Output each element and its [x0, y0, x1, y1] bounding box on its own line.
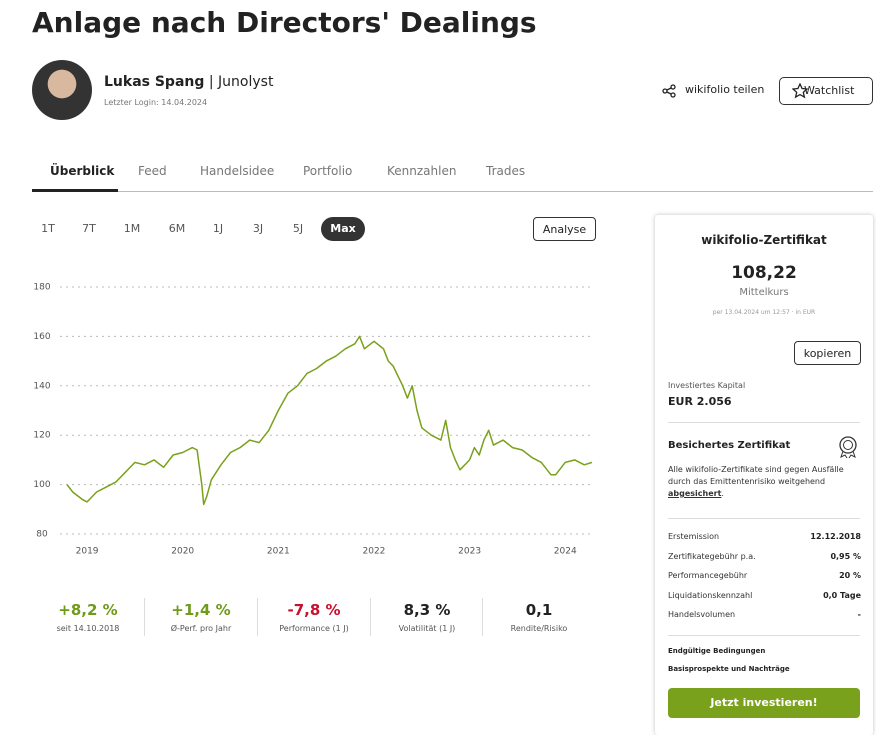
range-button[interactable]: 1T: [41, 222, 55, 235]
y-tick-label: 80: [36, 530, 48, 540]
stat-value: 0,1: [525, 601, 553, 619]
watchlist-label: Watchlist: [804, 84, 855, 97]
certificate-title: wikifolio-Zertifikat: [701, 233, 827, 247]
detail-value: -: [857, 610, 861, 619]
y-tick-label: 120: [33, 431, 50, 441]
stat-label: seit 14.10.2018: [56, 624, 120, 633]
x-tick-label: 2024: [554, 547, 577, 557]
stat-divider: [482, 598, 483, 636]
tab[interactable]: Feed: [138, 164, 167, 178]
range-button[interactable]: Max: [321, 217, 365, 241]
range-button[interactable]: 1M: [123, 222, 141, 235]
stat-value: +8,2 %: [58, 601, 118, 619]
range-button[interactable]: 1J: [212, 222, 224, 235]
stat-divider: [370, 598, 371, 636]
range-button[interactable]: 6M: [168, 222, 186, 235]
detail-value: 20 %: [839, 571, 861, 580]
watchlist-button[interactable]: Watchlist: [779, 77, 873, 105]
x-tick-label: 2021: [267, 547, 290, 557]
secured-link[interactable]: abgesichert: [668, 489, 722, 498]
page: Anlage nach Directors' Dealings Lukas Sp…: [32, 6, 873, 718]
detail-value: 0,95 %: [830, 551, 861, 561]
document-link[interactable]: Endgültige Bedingungen: [668, 647, 766, 655]
author[interactable]: Lukas Spang: [104, 74, 205, 90]
secured-title: Besichertes Zertifikat: [668, 440, 791, 451]
tab[interactable]: Portfolio: [303, 164, 353, 178]
secured-text-body: Alle wikifolio-Zertifikate sind gegen Au…: [668, 465, 844, 486]
secured-text: Alle wikifolio-Zertifikate sind gegen Au…: [668, 464, 853, 500]
x-tick-label: 2022: [363, 547, 386, 557]
range-button[interactable]: 7T: [82, 222, 96, 235]
timestamp: per 13.04.2024 um 12:57 · in EUR: [712, 309, 816, 316]
analyse-button[interactable]: Analyse: [533, 217, 596, 241]
certificate-panel: wikifolio-Zertifikat 108,22 Mittelkurs p…: [655, 215, 873, 735]
invest-button[interactable]: Jetzt investieren!: [668, 688, 860, 718]
price: 108,22: [731, 263, 797, 283]
range-button[interactable]: 5J: [292, 222, 304, 235]
detail-label: Performancegebühr: [668, 571, 748, 580]
share-link[interactable]: wikifolio teilen: [685, 83, 765, 96]
detail-value: 12.12.2018: [810, 532, 861, 541]
avatar[interactable]: [32, 60, 92, 120]
secured-end: .: [721, 489, 724, 498]
detail-value: 0,0 Tage: [823, 590, 861, 600]
tab[interactable]: Kennzahlen: [387, 164, 457, 178]
detail-label: Handelsvolumen: [668, 610, 736, 619]
role: Junolyst: [218, 74, 274, 90]
document-link[interactable]: Basisprospekte und Nachträge: [668, 665, 790, 673]
copy-button[interactable]: kopieren: [794, 341, 861, 365]
separator: |: [208, 74, 214, 90]
stat-value: 8,3 %: [403, 601, 451, 619]
detail-label: Zertifikategebühr p.a.: [668, 551, 756, 561]
divider: [668, 422, 860, 423]
capital-label: Investiertes Kapital: [668, 381, 746, 390]
y-tick-label: 100: [33, 480, 50, 490]
tab-divider: [32, 191, 873, 192]
stat-value: -7,8 %: [287, 601, 341, 619]
stat-divider: [144, 598, 145, 636]
share-icon[interactable]: [662, 84, 676, 98]
divider: [668, 635, 860, 636]
detail-label: Liquidationskennzahl: [668, 590, 753, 600]
tab[interactable]: Trades: [486, 164, 526, 178]
x-tick-label: 2019: [76, 547, 99, 557]
detail-label: Erstemission: [668, 532, 720, 541]
y-tick-label: 160: [33, 332, 50, 342]
price-line: [66, 335, 593, 506]
x-tick-label: 2023: [458, 547, 481, 557]
seal-icon: [839, 436, 857, 459]
range-button[interactable]: 3J: [252, 222, 264, 235]
divider: [668, 518, 860, 519]
tab[interactable]: Überblick: [50, 164, 115, 178]
last-login: Letzter Login: 14.04.2024: [104, 98, 208, 107]
x-tick-label: 2020: [171, 547, 194, 557]
stat-label: Performance (1 J): [279, 624, 349, 633]
stat-divider: [257, 598, 258, 636]
stat-label: Rendite/Risiko: [510, 624, 568, 633]
chart: 80 100 120 140 160 180 2019 2020 2021 2022 2023 202…: [33, 283, 593, 557]
y-tick-label: 140: [33, 381, 50, 391]
stat-label: Ø-Perf. pro Jahr: [170, 624, 232, 633]
active-tab-underline: [32, 189, 118, 192]
capital: EUR 2.056: [668, 395, 732, 408]
star-icon: [792, 83, 808, 99]
y-tick-label: 180: [33, 283, 50, 293]
tab[interactable]: Handelsidee: [200, 164, 275, 178]
page-title: Anlage nach Directors' Dealings: [32, 6, 537, 39]
stat-value: +1,4 %: [171, 601, 231, 619]
price-label: Mittelkurs: [739, 287, 789, 298]
stat-label: Volatilität (1 J): [398, 624, 456, 633]
